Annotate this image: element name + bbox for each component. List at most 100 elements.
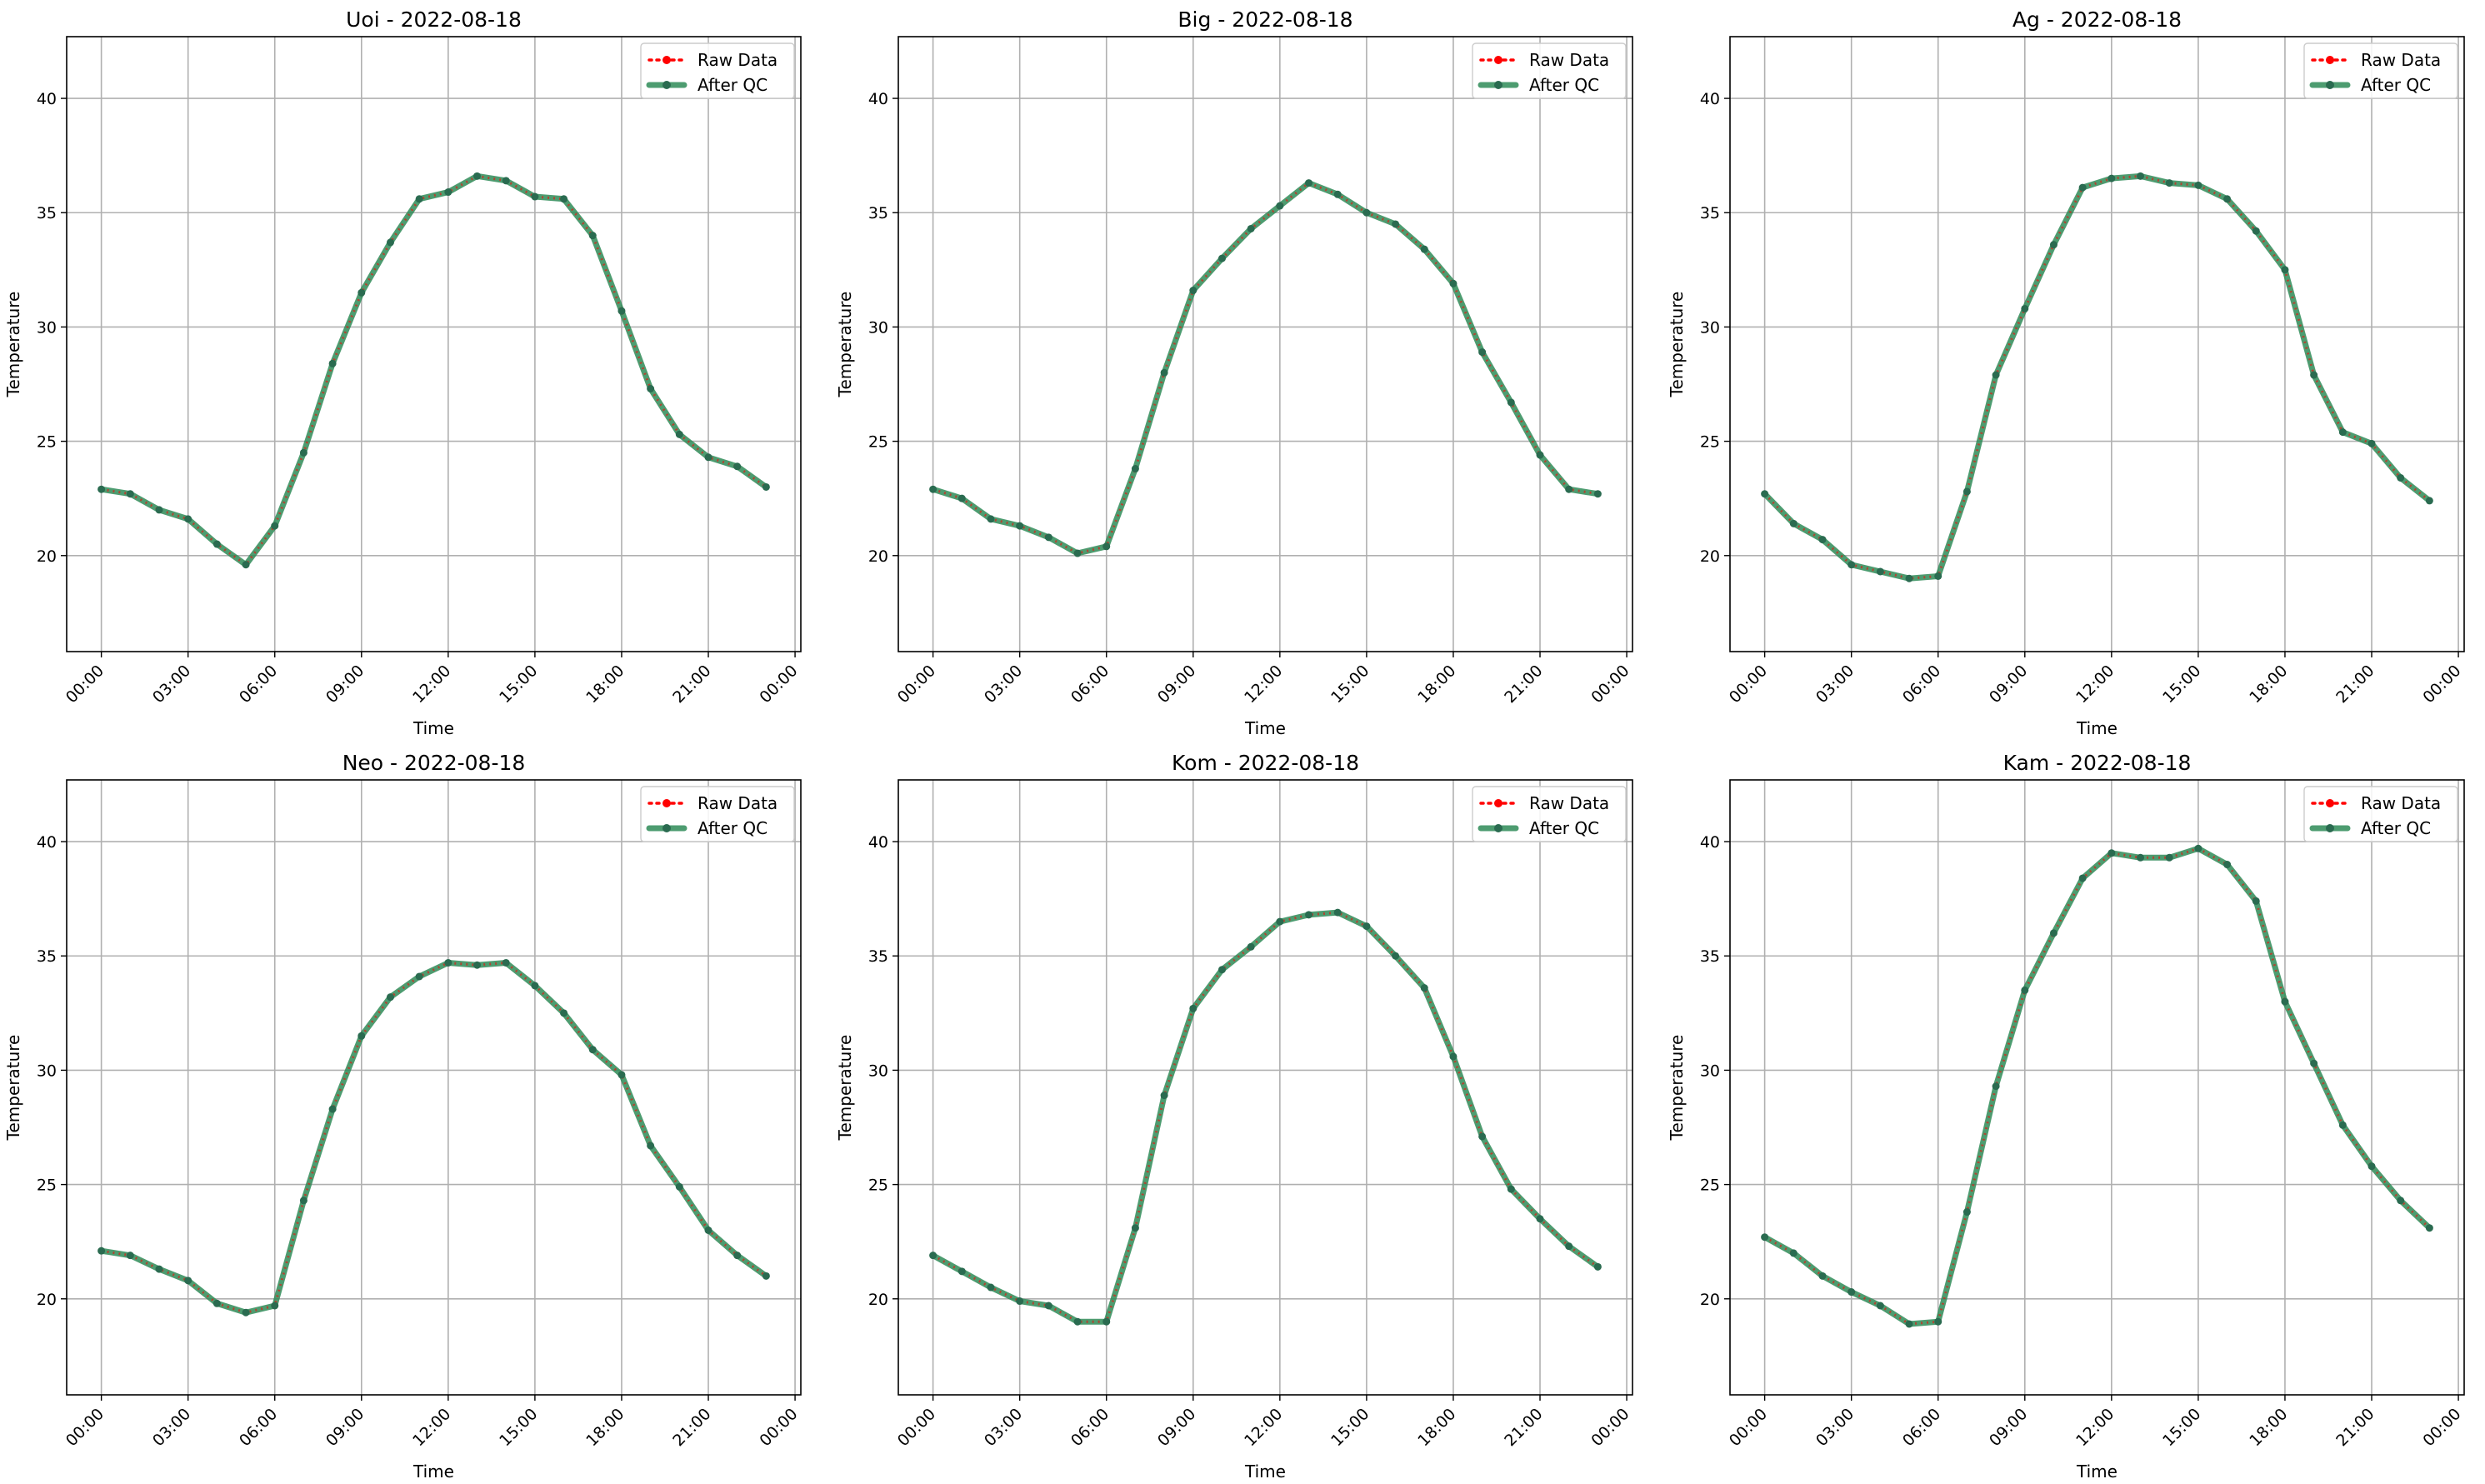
y-axis-label: Temperature <box>3 292 23 398</box>
legend-label-qc: After QC <box>698 818 768 838</box>
data-point <box>1247 942 1255 951</box>
data-point <box>2281 997 2289 1006</box>
data-point <box>1305 179 1313 187</box>
legend: Raw Data After QC <box>2303 786 2458 842</box>
legend-label-raw: Raw Data <box>2361 50 2441 70</box>
data-point <box>358 288 366 297</box>
chart-title: Kam - 2022-08-18 <box>2003 751 2192 775</box>
data-point <box>98 485 106 493</box>
legend-label-raw: Raw Data <box>1529 793 1609 813</box>
data-point <box>1362 922 1371 931</box>
data-point <box>1044 1302 1052 1310</box>
x-tick-label: 12:00 <box>409 1405 454 1450</box>
data-point <box>2425 1224 2433 1232</box>
x-tick-label: 00:00 <box>62 662 108 707</box>
data-point <box>1818 536 1827 544</box>
series-line-raw-data <box>101 174 768 567</box>
axes-frame <box>898 36 1633 652</box>
y-axis-label: Temperature <box>1667 292 1687 398</box>
data-point <box>1905 574 1913 582</box>
axes-frame <box>898 779 1633 1396</box>
x-axis-label: Time <box>412 1462 454 1482</box>
data-point <box>212 1299 221 1307</box>
x-tick-label: 00:00 <box>1726 662 1771 707</box>
x-tick-label: 15:00 <box>1328 1405 1372 1450</box>
chart-panel: 00:00 03:00 06:00 09:00 12:00 15:00 18:00 21:00… <box>1667 7 2465 738</box>
data-point <box>1016 522 1024 530</box>
data-point <box>328 359 337 367</box>
x-tick-label: 15:00 <box>1328 662 1372 707</box>
x-tick-label: 00:00 <box>756 1405 801 1450</box>
y-tick-label: 40 <box>1700 833 1720 852</box>
data-point <box>987 515 995 523</box>
x-tick-label: 21:00 <box>669 1405 714 1450</box>
data-point <box>155 1265 163 1273</box>
data-point <box>2338 428 2347 437</box>
data-point <box>1848 561 1856 569</box>
y-tick-label: 30 <box>868 1062 888 1080</box>
x-tick-label: 18:00 <box>1414 1405 1459 1450</box>
data-point <box>1934 1317 1942 1326</box>
data-point <box>704 453 712 462</box>
data-point <box>2425 497 2433 505</box>
data-point <box>704 1226 712 1234</box>
y-tick-label: 40 <box>868 833 888 852</box>
data-point <box>2223 861 2232 869</box>
series-line-after-qc <box>930 909 1601 1325</box>
y-tick-label: 20 <box>1700 547 1720 566</box>
data-point <box>929 485 938 493</box>
data-point <box>958 494 966 502</box>
x-tick-label: 06:00 <box>1899 1405 1944 1450</box>
data-point <box>2049 929 2058 937</box>
data-point <box>415 195 423 203</box>
data-point <box>588 1046 597 1054</box>
x-tick-label: 09:00 <box>1154 662 1199 707</box>
data-point <box>271 522 279 530</box>
data-point <box>358 1032 366 1040</box>
data-point <box>531 192 539 201</box>
y-axis-label: Temperature <box>835 292 855 398</box>
data-point <box>386 238 394 247</box>
chart-title: Uoi - 2022-08-18 <box>346 7 522 32</box>
data-point <box>1962 1208 1971 1217</box>
data-point <box>1761 490 1769 498</box>
data-point <box>1478 1132 1487 1141</box>
data-point <box>2397 1197 2405 1205</box>
data-point <box>299 448 308 457</box>
data-point <box>2078 874 2087 882</box>
data-point <box>2368 1162 2376 1171</box>
data-point <box>1044 533 1052 542</box>
data-point <box>271 1302 279 1310</box>
data-point <box>2108 849 2116 857</box>
x-tick-label: 06:00 <box>1899 662 1944 707</box>
legend: Raw Data After QC <box>640 786 795 842</box>
legend-marker-qc <box>2326 824 2334 832</box>
data-point <box>733 462 742 471</box>
data-point <box>618 307 626 315</box>
x-tick-label: 15:00 <box>496 662 541 707</box>
y-tick-label: 30 <box>1700 318 1720 337</box>
axes-frame <box>66 36 802 652</box>
x-tick-label: 21:00 <box>1501 1405 1546 1450</box>
data-point <box>618 1071 626 1079</box>
y-tick-label: 20 <box>868 547 888 566</box>
series-line-raw-data <box>1763 174 2431 580</box>
data-point <box>647 1142 655 1150</box>
data-point <box>1102 1317 1111 1326</box>
series-line-raw-data <box>932 911 1599 1323</box>
y-tick-label: 25 <box>37 1177 57 1195</box>
legend: Raw Data After QC <box>640 42 795 99</box>
data-point <box>126 1252 134 1260</box>
y-tick-label: 30 <box>868 318 888 337</box>
data-point <box>1818 1272 1827 1280</box>
legend-label-qc: After QC <box>1529 75 1599 95</box>
data-point <box>1276 202 1284 210</box>
data-point <box>126 490 134 498</box>
x-tick-label: 00:00 <box>1588 1405 1632 1450</box>
data-point <box>1876 567 1884 576</box>
legend-label-raw: Raw Data <box>2361 793 2441 813</box>
data-point <box>155 506 163 514</box>
x-tick-label: 12:00 <box>2072 1405 2118 1450</box>
legend-label-raw: Raw Data <box>698 793 778 813</box>
data-point <box>98 1247 106 1255</box>
